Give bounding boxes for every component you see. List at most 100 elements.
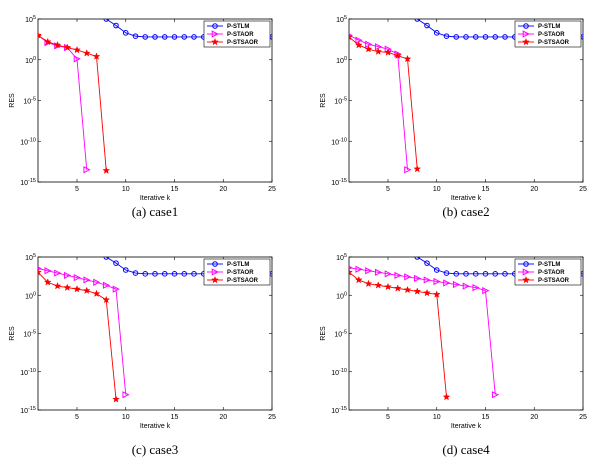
chart-panel-4: 5 10 15 20 25 105 100 10-5 10-10 10-15 Iterative k… [320, 253, 587, 457]
legend: P-STLM P-STAOR P-STSAOR [514, 258, 582, 286]
triangle-marker [462, 282, 470, 290]
star-marker [38, 268, 42, 276]
y-tick-label: 10-15 [331, 178, 347, 187]
circle-marker [171, 271, 178, 277]
triangle-marker [433, 277, 441, 286]
y-tick-label: 100 [25, 291, 36, 300]
circle-marker [482, 271, 489, 277]
chart-panel-3: 5 10 15 20 25 105 100 10-5 10-10 10-15 Iterative k… [9, 253, 276, 457]
circle-marker [502, 271, 508, 277]
triangle-marker [482, 287, 490, 295]
star-marker [102, 166, 111, 174]
legend-entry: P-STLM [227, 262, 249, 268]
x-tick-label: 25 [579, 186, 587, 193]
y-tick-label: 10-15 [20, 178, 36, 187]
circle-marker [171, 34, 178, 40]
star-marker [349, 32, 353, 41]
triangle-marker [73, 55, 81, 63]
panel-caption: (c) case3 [132, 442, 179, 457]
x-tick-label: 20 [219, 186, 227, 193]
star-marker [63, 43, 72, 51]
x-tick-label: 25 [268, 414, 276, 421]
legend-entry: P-STLM [227, 24, 249, 30]
star-marker [63, 283, 72, 291]
triangle-marker [83, 166, 91, 174]
x-tick-label: 10 [122, 186, 130, 193]
triangle-marker [404, 273, 412, 281]
y-tick-label: 100 [25, 56, 36, 65]
triangle-marker [44, 267, 52, 275]
circle-marker [152, 271, 158, 277]
circle-marker [523, 23, 529, 29]
triangle-marker [384, 270, 392, 278]
y-tick-label: 10-5 [23, 97, 36, 106]
triangle-marker [404, 166, 412, 174]
series-p-stsaor [38, 31, 111, 174]
x-tick-label: 20 [530, 186, 538, 193]
circle-marker [463, 271, 469, 277]
legend-entry: P-STAOR [227, 32, 254, 38]
legend-entry: P-STSAOR [227, 40, 259, 46]
triangle-marker [73, 274, 81, 282]
triangle-marker [355, 265, 363, 273]
circle-marker [492, 34, 499, 40]
star-marker [43, 278, 52, 286]
triangle-marker [443, 279, 451, 287]
triangle-marker [472, 283, 480, 292]
triangle-marker [54, 269, 62, 277]
x-axis-label: Iterative k [451, 195, 482, 202]
star-marker [364, 279, 373, 288]
circle-marker [161, 271, 168, 277]
y-tick-label: 10-10 [20, 137, 36, 146]
x-axis-label: Iterative k [140, 423, 171, 430]
triangle-marker [522, 30, 530, 38]
star-marker [393, 284, 402, 292]
triangle-marker [211, 30, 219, 38]
star-marker [423, 288, 431, 297]
triangle-marker [423, 276, 431, 284]
circle-marker [502, 34, 508, 40]
x-tick-label: 25 [579, 414, 587, 421]
chart-panel-2: 5 10 15 20 25 105 100 10-5 10-10 10-15 Iterative k… [320, 15, 587, 219]
legend-entry: P-STSAOR [538, 40, 570, 46]
legend-entry: P-STAOR [227, 270, 254, 276]
circle-marker [472, 271, 479, 277]
circle-marker [103, 19, 110, 22]
x-axis-label: Iterative k [451, 423, 482, 430]
star-marker [211, 37, 219, 46]
legend-entry: P-STAOR [538, 270, 565, 276]
series-line [38, 268, 127, 395]
y-tick-label: 10-10 [331, 368, 347, 377]
circle-marker [191, 34, 197, 40]
triangle-marker [374, 268, 383, 276]
star-marker [442, 392, 451, 401]
x-tick-label: 10 [122, 414, 130, 421]
triangle-marker [522, 268, 530, 276]
circle-marker [103, 257, 110, 260]
series-p-stsaor [349, 32, 422, 173]
star-marker [102, 295, 111, 304]
legend-entry: P-STSAOR [227, 278, 259, 284]
legend-entry: P-STSAOR [538, 278, 570, 284]
circle-marker [113, 22, 119, 29]
star-marker [112, 395, 120, 403]
circle-marker [181, 271, 188, 277]
star-marker [82, 49, 91, 57]
star-marker [82, 286, 91, 295]
x-tick-label: 5 [386, 414, 390, 421]
y-tick-label: 105 [25, 253, 36, 262]
chart-panel-1: 5 10 15 20 25 105 100 10-5 10-10 10-15 Iterative k… [9, 15, 276, 219]
star-marker [384, 48, 392, 56]
x-tick-label: 5 [386, 186, 390, 193]
series-p-stsaor [38, 268, 120, 403]
x-tick-label: 10 [433, 186, 441, 193]
star-marker [53, 40, 62, 49]
circle-marker [482, 34, 489, 40]
x-tick-label: 20 [219, 414, 227, 421]
star-marker [403, 54, 412, 63]
y-axis-label: RES [320, 93, 327, 108]
circle-marker [472, 34, 479, 40]
star-marker [413, 164, 422, 173]
star-marker [374, 281, 383, 289]
